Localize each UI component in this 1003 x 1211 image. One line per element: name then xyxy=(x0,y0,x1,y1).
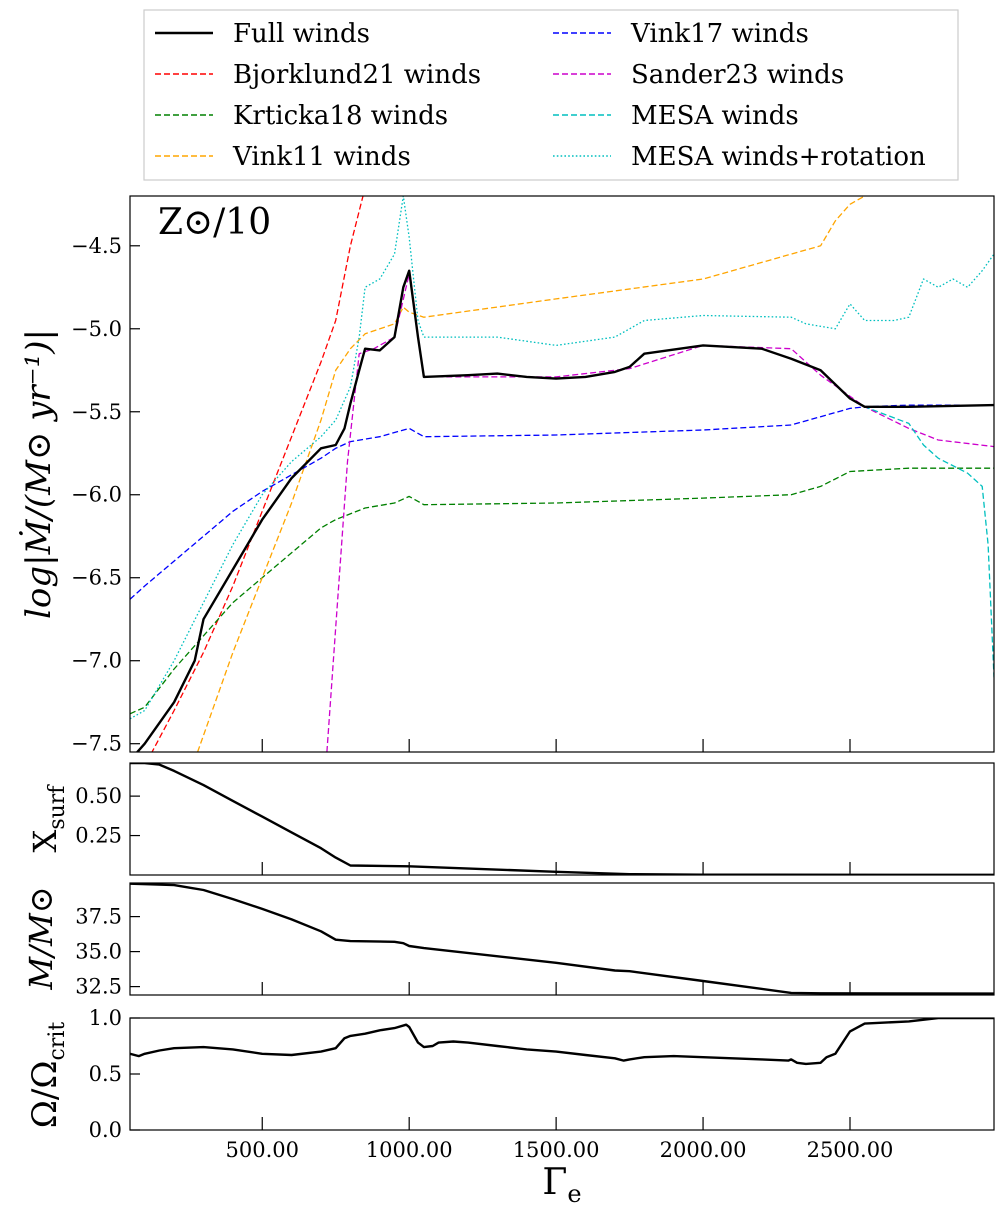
y-tick-label: 0.5 xyxy=(89,1062,122,1086)
legend-box xyxy=(143,9,959,181)
y-tick-label: 0.25 xyxy=(75,824,122,848)
y-tick-label: 37.5 xyxy=(75,905,122,929)
x-tick-label: 500.00 xyxy=(226,1138,299,1162)
series-group xyxy=(130,196,994,752)
x-tick-label: 2000.00 xyxy=(660,1138,747,1162)
xsurf-ylabel-sub: surf xyxy=(45,784,70,830)
y-tick-label: −5.5 xyxy=(71,400,122,424)
legend-entry: Vink17 winds xyxy=(553,19,809,49)
y-tick-label: 0.0 xyxy=(89,1118,122,1142)
series-line xyxy=(196,196,866,752)
y-tick-label: −7.0 xyxy=(71,649,122,673)
x-axis-title-main: Γ xyxy=(542,1162,567,1203)
y-tick-label: 32.5 xyxy=(75,975,122,999)
series-line xyxy=(130,467,994,715)
series-line xyxy=(326,273,994,752)
mass-ylabel: M/M⊙ xyxy=(22,886,60,990)
legend-label: Krticka18 winds xyxy=(233,101,448,131)
y-tick-label: −5.0 xyxy=(71,317,122,341)
legend-entry: MESA winds+rotation xyxy=(553,142,926,172)
series-group xyxy=(130,883,994,995)
omega-panel: 0.0 0.5 1.0 500.00 1000.00 1500.00 2000.00 2500… xyxy=(89,1006,995,1162)
legend: Full winds Bjorklund21 winds Krticka18 win… xyxy=(143,9,959,181)
y-tick-label: −6.0 xyxy=(71,483,122,507)
metallicity-annotation: Z⊙/10 xyxy=(158,202,271,243)
legend-label: Sander23 winds xyxy=(631,60,844,90)
x-tick-label: 2500.00 xyxy=(807,1138,894,1162)
axes-frame xyxy=(129,762,995,876)
y-tick-label: −6.5 xyxy=(71,566,122,590)
x-axis-title-sub: e xyxy=(567,1180,581,1208)
legend-entry: Bjorklund21 winds xyxy=(155,60,481,90)
omega-ylabel-sub: crit xyxy=(45,1022,70,1061)
legend-entry: MESA winds xyxy=(553,101,799,131)
series-line xyxy=(136,270,994,752)
omega-ylabel: Ω/Ωcrit xyxy=(25,1022,70,1129)
series-line xyxy=(130,196,994,720)
x-tick-label: 1000.00 xyxy=(366,1138,453,1162)
legend-entry: Krticka18 winds xyxy=(155,101,448,131)
legend-label: Full winds xyxy=(233,19,370,49)
xsurf-ylabel-text: X xyxy=(26,829,64,852)
xsurf-panel: 0.25 0.50 xyxy=(75,762,995,876)
series-line xyxy=(151,196,364,752)
axes-frame xyxy=(129,882,995,996)
omega-ylabel-main: Ω/Ωcrit xyxy=(25,1022,70,1129)
mdot-ylabel: log|Ṁ/(M⊙ yr⁻¹)| xyxy=(19,329,59,619)
legend-label: Bjorklund21 winds xyxy=(233,60,481,90)
y-tick-label: −7.5 xyxy=(71,732,122,756)
series-group xyxy=(130,1018,994,1066)
x-axis-title: Γe xyxy=(542,1162,581,1208)
omega-ylabel-text: Ω/Ω xyxy=(25,1060,65,1128)
mass-panel: 32.5 35.0 37.5 xyxy=(75,882,995,999)
y-tick-label: 1.0 xyxy=(89,1006,122,1030)
legend-label: MESA winds+rotation xyxy=(631,142,926,172)
xsurf-ylabel-main: Xsurf xyxy=(26,784,70,853)
mdot-panel: −7.5 −7.0 −6.5 −6.0 −5.5 −5.0 −4.5 xyxy=(71,195,995,756)
axes-frame xyxy=(129,1017,995,1131)
legend-entry: Sander23 winds xyxy=(553,60,844,90)
y-tick-label: 0.50 xyxy=(75,784,122,808)
legend-entry: Full winds xyxy=(155,19,370,49)
legend-entry: Vink11 winds xyxy=(155,142,411,172)
legend-label: Vink17 winds xyxy=(630,19,809,49)
y-tick-label: −4.5 xyxy=(71,234,122,258)
series-line xyxy=(130,763,994,875)
series-line xyxy=(130,404,994,600)
legend-label: Vink11 winds xyxy=(232,142,411,172)
series-line xyxy=(130,1018,994,1066)
x-tick-label: 1500.00 xyxy=(513,1138,600,1162)
series-group xyxy=(130,763,994,875)
axes-frame xyxy=(129,195,995,753)
series-line xyxy=(135,269,994,752)
xsurf-ylabel: Xsurf xyxy=(26,784,70,853)
legend-label: MESA winds xyxy=(631,101,799,131)
y-tick-label: 35.0 xyxy=(75,940,122,964)
series-line xyxy=(130,883,994,995)
